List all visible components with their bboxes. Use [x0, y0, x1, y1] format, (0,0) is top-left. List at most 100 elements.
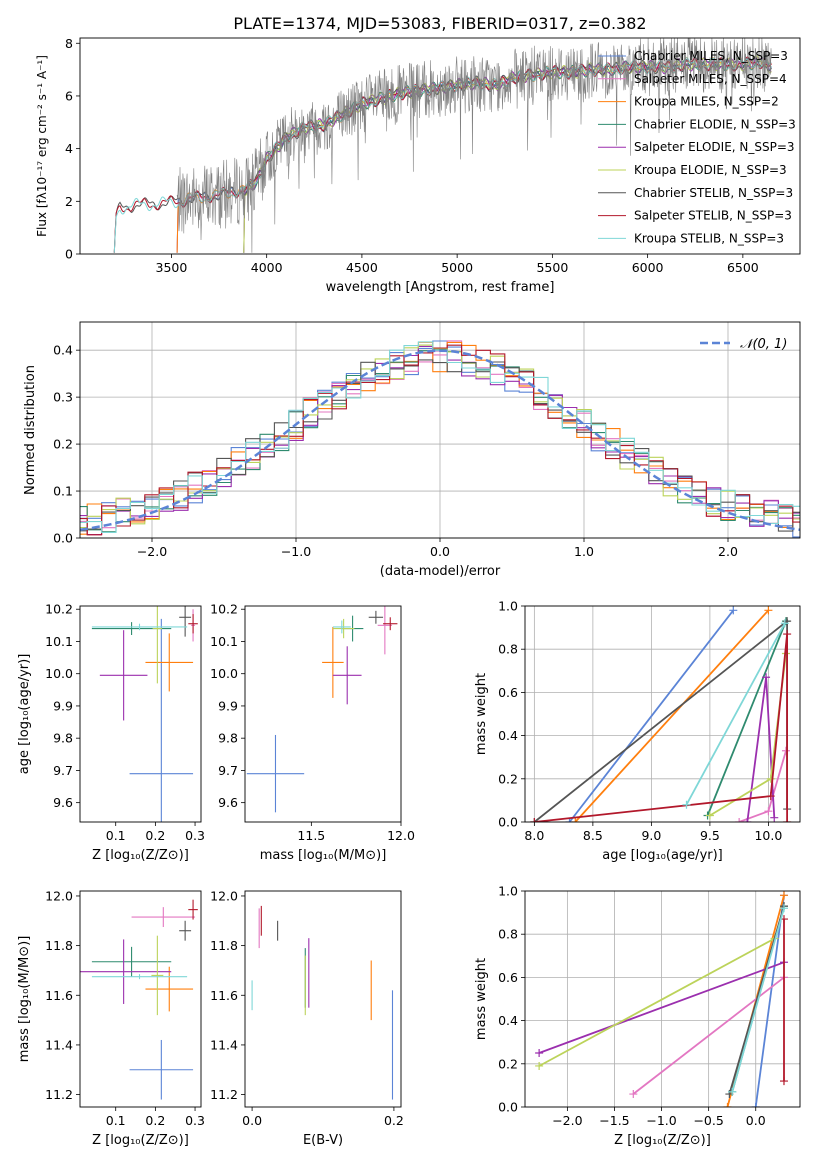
mass-weight-line — [685, 622, 786, 806]
y-tick-label: 10.1 — [45, 634, 73, 649]
mass-weight-marker — [783, 818, 792, 822]
y-tick-label: 0.0 — [498, 815, 518, 830]
y-tick-label: 11.8 — [45, 938, 73, 953]
mass-weight-marker — [735, 818, 744, 822]
x-tick-label: 0.0 — [430, 544, 450, 559]
legend-entry: Kroupa ELODIE, N_SSP=3 — [634, 163, 787, 177]
y-tick-label: 9.9 — [218, 698, 238, 713]
plot-area-age_vs_mass — [246, 606, 398, 813]
plot-area-massweight_vs_age — [530, 606, 792, 822]
y-tick-label: 9.7 — [53, 763, 73, 778]
y-tick-label: 0.0 — [53, 531, 73, 546]
y-tick-label: 11.6 — [45, 988, 73, 1003]
mass-weight-line — [534, 634, 788, 822]
x-tick-label: 9.5 — [700, 828, 720, 843]
x-tick-label: −0.5 — [693, 1113, 723, 1128]
y-tick-label: 0.8 — [498, 642, 518, 657]
y-tick-label: 1.0 — [498, 884, 518, 899]
y-tick-label: 11.4 — [210, 1037, 238, 1052]
y-tick-label: 11.6 — [210, 988, 238, 1003]
y-tick-label: 0.4 — [498, 728, 518, 743]
legend-entry: Kroupa MILES, N_SSP=2 — [634, 95, 779, 109]
y-tick-label: 0.4 — [498, 1013, 518, 1028]
y-tick-label: 0 — [65, 247, 73, 262]
plot-area-age_vs_Z — [91, 606, 198, 822]
y-tick-label: 2 — [65, 194, 73, 209]
y-axis-label: age [log₁₀(age/yr)] — [17, 654, 32, 775]
y-tick-label: 11.2 — [45, 1087, 73, 1102]
y-tick-label: 4 — [65, 141, 73, 156]
plot-area-mass_vs_EBV — [251, 905, 394, 1100]
x-axis-label: mass [log₁₀(M/M⊙)] — [260, 848, 387, 863]
x-tick-label: −2.0 — [552, 1113, 582, 1128]
y-tick-label: 0.2 — [53, 437, 73, 452]
residual-histogram — [80, 344, 800, 536]
legend-entry: Salpeter ELODIE, N_SSP=3 — [634, 140, 795, 154]
panel-massweight_vs_Z: −2.0 −1.5 −1.0 −0.5 0.0 0.0 0.2 0.4 0.6 0.8 1.0 Z [… — [474, 884, 801, 1148]
axes-frame — [244, 605, 402, 823]
x-tick-label: 9.0 — [641, 828, 661, 843]
x-tick-label: 6500 — [727, 260, 759, 275]
mass-weight-marker — [780, 619, 789, 628]
mass-weight-marker — [779, 1077, 788, 1086]
mass-weight-marker — [779, 904, 788, 913]
y-tick-label: 0.1 — [53, 484, 73, 499]
plot-area-massweight_vs_Z — [535, 891, 788, 1107]
model-spectrum-line — [243, 55, 772, 253]
normal-curve — [80, 349, 800, 532]
mass-weight-marker — [535, 1049, 544, 1057]
plot-area-mass_vs_Z — [80, 899, 198, 1100]
y-axis-label: mass weight — [474, 958, 489, 1040]
panel-mass_vs_EBV: 0.0 0.2 11.2 11.4 11.6 11.8 12.0 E(B-V) — [210, 888, 404, 1148]
x-axis-label: Z [log₁₀(Z/Z⊙)] — [92, 1133, 189, 1148]
mass-weight-marker — [783, 630, 792, 639]
x-tick-label: 0.0 — [746, 1113, 766, 1128]
y-tick-label: 9.8 — [218, 731, 238, 746]
mass-weight-marker — [705, 811, 714, 820]
observed-spectrum-line — [176, 38, 772, 253]
mass-weight-line — [746, 677, 776, 822]
mass-weight-marker — [530, 818, 539, 822]
mass-weight-line — [731, 908, 785, 1093]
y-tick-label: 9.9 — [53, 698, 73, 713]
axes-frame — [79, 37, 801, 255]
axes-frame — [79, 605, 202, 823]
x-tick-label: 11.5 — [297, 828, 325, 843]
mass-weight-marker — [766, 792, 775, 801]
y-tick-label: 9.6 — [218, 795, 238, 810]
panel-mass_vs_Z: 0.1 0.2 0.3 11.2 11.4 11.6 11.8 12.0 Z [log₁₀(Z/… — [17, 888, 205, 1148]
x-tick-label: 0.2 — [145, 828, 165, 843]
y-axis-label: Normed distribution — [23, 365, 38, 495]
panel-massweight_vs_age: 8.0 8.5 9.0 9.5 10.0 0.0 0.2 0.4 0.6 0.8 1.0 age [l… — [474, 599, 801, 863]
y-tick-label: 0.8 — [498, 927, 518, 942]
y-tick-label: 10.0 — [45, 666, 73, 681]
mass-weight-marker — [764, 807, 773, 816]
y-tick-label: 9.6 — [53, 795, 73, 810]
axes-frame — [524, 890, 801, 1108]
x-tick-label: 0.3 — [185, 1113, 205, 1128]
mass-weight-marker — [751, 1103, 760, 1107]
x-tick-label: 10.0 — [754, 828, 782, 843]
residual-histogram — [80, 344, 800, 529]
x-tick-label: 6000 — [632, 260, 664, 275]
x-tick-label: −2.0 — [137, 544, 167, 559]
y-tick-label: 0.0 — [498, 1100, 518, 1115]
plot-area-residuals — [80, 340, 800, 538]
mass-weight-line — [538, 961, 785, 1054]
axes-frame — [524, 605, 801, 823]
y-tick-label: 10.2 — [210, 602, 238, 617]
mass-weight-marker — [728, 1087, 737, 1096]
x-tick-label: 4500 — [346, 260, 378, 275]
panel-age_vs_mass: 11.5 12.0 9.6 9.7 9.8 9.9 10.0 10.1 10.2 mass [lo… — [210, 602, 415, 863]
y-axis-label: mass [log₁₀(M/M⊙)] — [17, 936, 32, 1063]
x-tick-label: 3500 — [156, 260, 188, 275]
y-tick-label: 11.8 — [210, 938, 238, 953]
mass-weight-marker — [770, 813, 779, 822]
x-tick-label: 4000 — [251, 260, 283, 275]
residual-histogram — [80, 341, 800, 535]
y-tick-label: 8 — [65, 36, 73, 51]
legend-entry: Kroupa STELIB, N_SSP=3 — [634, 231, 784, 245]
x-axis-label: Z [log₁₀(Z/Z⊙)] — [92, 848, 189, 863]
y-tick-label: 0.6 — [498, 685, 518, 700]
